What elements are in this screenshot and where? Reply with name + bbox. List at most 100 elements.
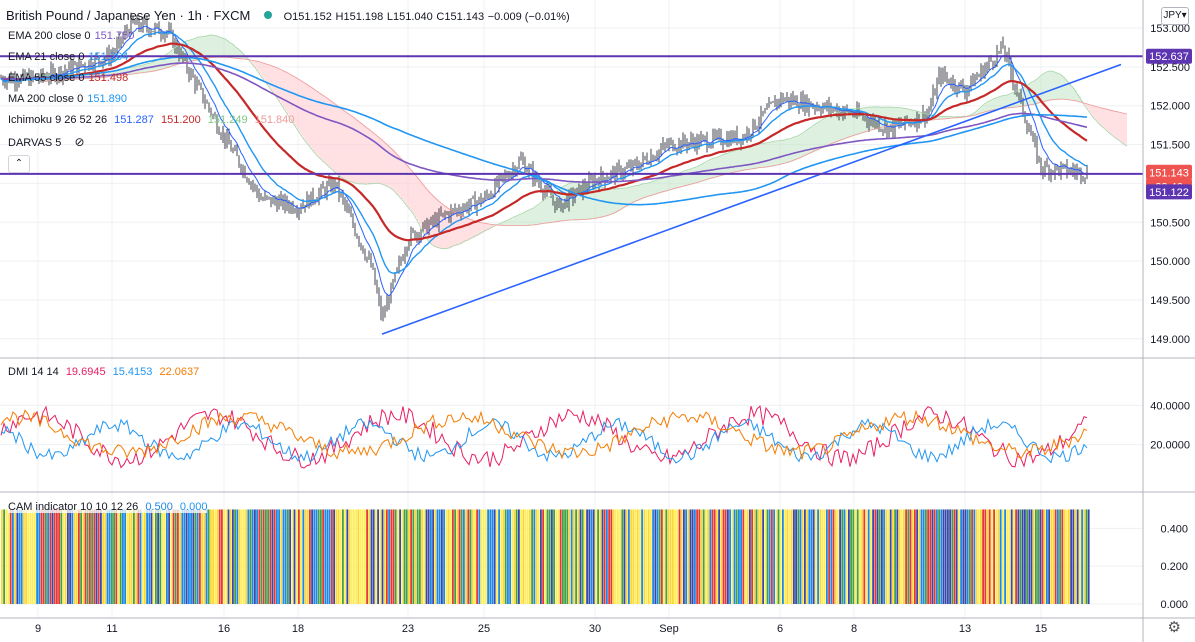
- cam-bar: [276, 509, 278, 604]
- cloud-segment: [163, 56, 165, 70]
- cam-bar: [744, 509, 747, 604]
- cloud-segment: [267, 64, 269, 85]
- cam-bar: [62, 509, 65, 604]
- cam-bar: [625, 509, 628, 604]
- cloud-segment: [371, 131, 373, 185]
- cam-bar: [755, 509, 758, 604]
- cam-bar: [1041, 509, 1044, 604]
- cloud-segment: [117, 70, 119, 77]
- cam-bar: [97, 509, 100, 604]
- cam-bar: [900, 509, 903, 604]
- collapse-legend-button[interactable]: ⌃: [8, 155, 30, 173]
- cam-bar: [205, 509, 208, 604]
- cam-bar: [144, 509, 146, 604]
- cam-bar: [469, 509, 472, 604]
- cam-bar: [777, 509, 780, 604]
- cam-bar: [84, 509, 87, 604]
- cloud-segment: [201, 36, 203, 60]
- cam-bar: [669, 509, 672, 604]
- cam-bar: [185, 509, 188, 604]
- cam-bar: [40, 509, 43, 604]
- settings-gear-icon[interactable]: ⚙: [1167, 619, 1181, 636]
- cloud-segment: [575, 181, 577, 221]
- cam-bar: [892, 509, 894, 604]
- cloud-segment: [729, 152, 731, 174]
- cam-bar: [419, 509, 421, 604]
- cam-bar: [735, 509, 738, 604]
- cam-bar: [51, 509, 54, 604]
- cloud-segment: [915, 110, 917, 122]
- dmi-plus-line: [0, 405, 1088, 469]
- legend-ema55[interactable]: EMA 55 close 0 151.498: [8, 72, 128, 84]
- cam-bar: [18, 509, 21, 604]
- cloud-segment: [571, 182, 573, 221]
- cam-bar: [311, 509, 313, 604]
- currency-button[interactable]: JPY▾: [1161, 7, 1189, 25]
- cam-bar: [106, 509, 109, 604]
- cam-bar: [614, 509, 617, 604]
- price-marker-label: 152.637: [1149, 51, 1189, 63]
- cam-bar: [568, 509, 571, 604]
- cloud-segment: [685, 170, 687, 187]
- cam-bar: [610, 509, 613, 604]
- cam-bar: [529, 509, 531, 604]
- cam-bar: [676, 509, 679, 604]
- horizontal-levels[interactable]: [0, 55, 1143, 335]
- cloud-segment: [109, 71, 111, 78]
- cam-bars: [1, 509, 1090, 604]
- symbol-name[interactable]: British Pound / Japanese Yen: [6, 8, 176, 23]
- cloud-segment: [653, 181, 655, 196]
- cam-bar: [1083, 509, 1086, 604]
- cam-bar: [678, 509, 681, 604]
- cam-bar: [339, 509, 342, 604]
- cam-bar: [322, 509, 324, 604]
- cam-bar: [559, 509, 562, 604]
- cam-bar: [463, 509, 465, 604]
- cam-bar: [1072, 509, 1075, 604]
- legend-ma200[interactable]: MA 200 close 0 151.890: [8, 93, 127, 105]
- legend-ichimoku[interactable]: Ichimoku 9 26 52 26 151.287 151.200 151.…: [8, 114, 294, 126]
- cam-bar: [617, 509, 619, 604]
- cloud-segment: [523, 212, 525, 226]
- legend-ema21[interactable]: EMA 21 close 0 151.264: [8, 51, 128, 63]
- cam-bar: [238, 509, 241, 604]
- cam-bar: [196, 509, 199, 604]
- ma200-label: MA 200 close 0: [8, 93, 84, 105]
- cloud-segment: [231, 43, 233, 59]
- ema200-value: 151.750: [94, 30, 135, 42]
- cam-bar: [650, 509, 652, 604]
- cam-bar: [922, 509, 925, 604]
- cam-bar: [907, 509, 910, 604]
- cam-bar: [691, 509, 694, 604]
- cam-bar: [245, 509, 247, 604]
- cam-bar: [207, 509, 210, 604]
- legend-darvas[interactable]: DARVAS 5 ⊘: [8, 135, 85, 149]
- cam-bar: [564, 509, 566, 604]
- legend-ema200[interactable]: EMA 200 close 0 151.750: [8, 30, 134, 42]
- hide-eye-icon[interactable]: ⊘: [74, 135, 85, 149]
- cloud-segment: [897, 107, 899, 125]
- cloud-segment: [545, 199, 547, 224]
- cam-bar: [999, 509, 1002, 604]
- cloud-segment: [911, 109, 913, 123]
- cam-bar: [1006, 509, 1009, 604]
- cam-bar: [592, 509, 595, 604]
- cloud-segment: [431, 193, 433, 245]
- cam-bar: [344, 509, 346, 604]
- cam-value-1: 0.500: [145, 501, 173, 513]
- cam-bar: [1070, 509, 1072, 604]
- interval[interactable]: 1h: [187, 8, 202, 23]
- price-tick-label: 149.500: [1150, 295, 1190, 307]
- legend-cam[interactable]: CAM indicator 10 10 12 26 0.500 0.000: [8, 501, 208, 513]
- legend-dmi[interactable]: DMI 14 14 19.6945 15.4153 22.0637: [8, 366, 199, 378]
- cam-bar: [784, 509, 786, 604]
- cam-bar: [133, 509, 135, 604]
- cloud-segment: [295, 77, 297, 127]
- cloud-segment: [299, 79, 301, 133]
- cloud-segment: [443, 204, 445, 250]
- cam-bar: [177, 509, 179, 604]
- cam-bar: [223, 509, 225, 604]
- cloud-segment: [761, 143, 763, 169]
- cloud-segment: [501, 223, 503, 226]
